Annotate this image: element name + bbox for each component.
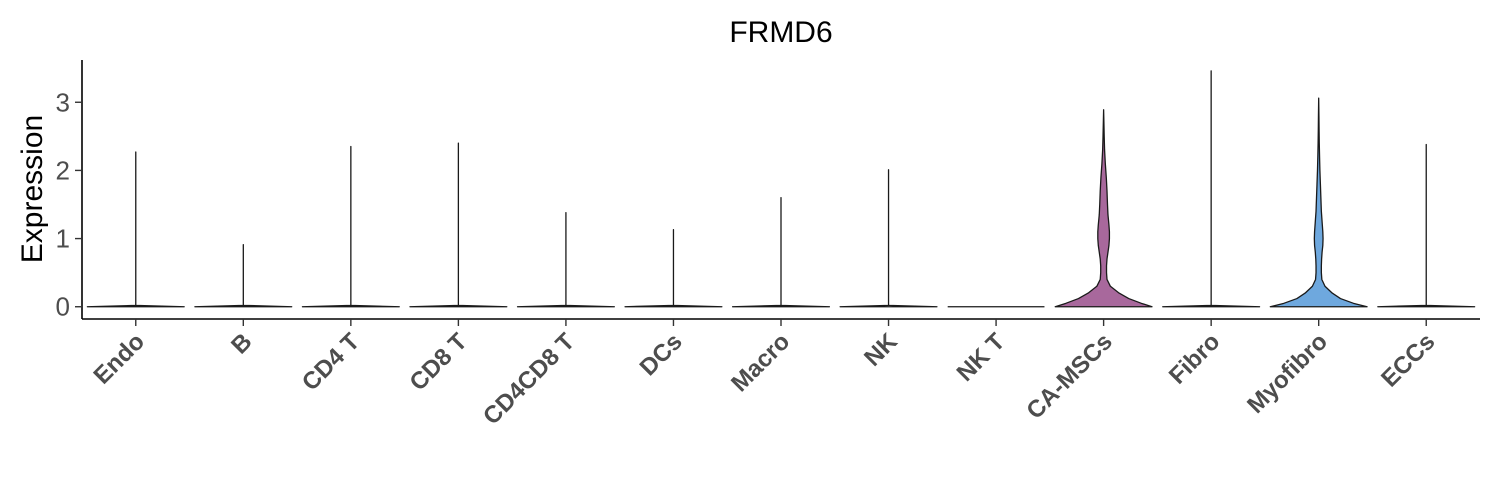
violin-ca-mscs [1054,109,1153,308]
violin-cd8-t [409,142,508,308]
x-tick-label: Endo [88,328,150,390]
violin-dcs [624,229,723,308]
y-axis-label: Expression [16,115,49,263]
violin-macro [731,197,831,308]
violin-cd4cd8-t [516,212,615,308]
violin-endo [86,151,185,308]
violin-fibro [1162,70,1261,308]
x-tick-label: Macro [726,328,795,397]
x-tick-label: CD4CD8 T [478,328,580,430]
violin-nk [839,169,938,308]
x-tick-label: Myofibro [1242,328,1333,419]
x-tick-label: NK [859,328,903,372]
x-tick-label: CA-MSCs [1021,328,1117,424]
x-axis-ticks: Endo B CD4 T CD8 T CD4CD8 T DCs Macro NK NK T CA-… [88,319,1440,430]
violin-b [194,244,293,308]
x-tick-label: ECCs [1376,328,1440,392]
y-tick-label: 3 [56,87,70,117]
x-tick-label: CD8 T [405,328,473,396]
x-tick-label: DCs [635,328,688,381]
chart-title: FRMD6 [729,16,832,49]
violin-cd4-t [301,145,400,308]
violin-eccs [1377,143,1476,308]
violin-series [86,70,1476,308]
y-tick-label: 0 [56,292,70,322]
violin-myofibro [1269,97,1368,308]
y-axis-ticks: 0 1 2 3 [56,87,82,322]
y-tick-label: 2 [56,155,70,185]
y-tick-label: 1 [56,224,70,254]
x-tick-label: Fibro [1164,328,1226,390]
x-tick-label: CD4 T [297,328,365,396]
x-tick-label: B [226,328,257,359]
x-tick-label: NK T [952,328,1011,387]
